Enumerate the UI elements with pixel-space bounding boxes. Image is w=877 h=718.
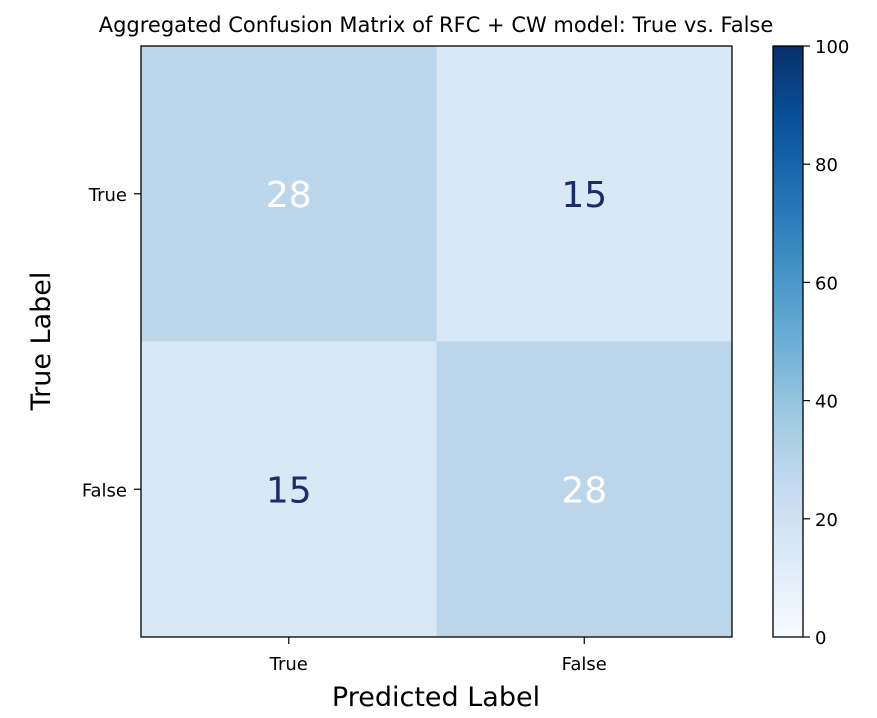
matrix-cell-values: 28 15 15 28 xyxy=(266,175,607,512)
matrix-cell-value: 28 xyxy=(561,470,607,511)
x-tick-label: True xyxy=(269,654,308,675)
plot-frame xyxy=(140,45,733,638)
matrix-cell xyxy=(436,341,732,637)
y-axis-label: True Label xyxy=(26,272,57,412)
matrix-cell-value: 15 xyxy=(561,175,607,216)
x-tick-label: False xyxy=(562,654,607,675)
y-axis-ticks: True False xyxy=(82,185,141,501)
colorbar-ticks: 0 20 40 60 80 100 xyxy=(803,37,849,649)
matrix-cell-value: 28 xyxy=(266,175,312,216)
x-axis-label: Predicted Label xyxy=(332,682,540,713)
matrix-cell-value: 15 xyxy=(266,470,312,511)
colorbar-tick-label: 100 xyxy=(815,37,849,58)
y-tick-label: True xyxy=(88,185,127,206)
colorbar-tick-label: 0 xyxy=(815,628,826,649)
colorbar-tick-label: 80 xyxy=(815,155,838,176)
x-axis-ticks: True False xyxy=(269,637,607,675)
colorbar-gradient xyxy=(773,46,803,637)
matrix-cell xyxy=(436,46,732,342)
matrix-cells xyxy=(141,46,732,637)
matrix-cell xyxy=(141,46,437,342)
y-tick-label: False xyxy=(82,480,127,501)
colorbar-tick-label: 60 xyxy=(815,273,838,294)
matrix-cell xyxy=(141,341,437,637)
chart-title: Aggregated Confusion Matrix of RFC + CW … xyxy=(99,13,774,37)
colorbar-tick-label: 20 xyxy=(815,510,838,531)
colorbar-tick-label: 40 xyxy=(815,392,838,413)
colorbar-frame xyxy=(772,45,804,638)
colorbar: 0 20 40 60 80 100 xyxy=(772,37,849,649)
